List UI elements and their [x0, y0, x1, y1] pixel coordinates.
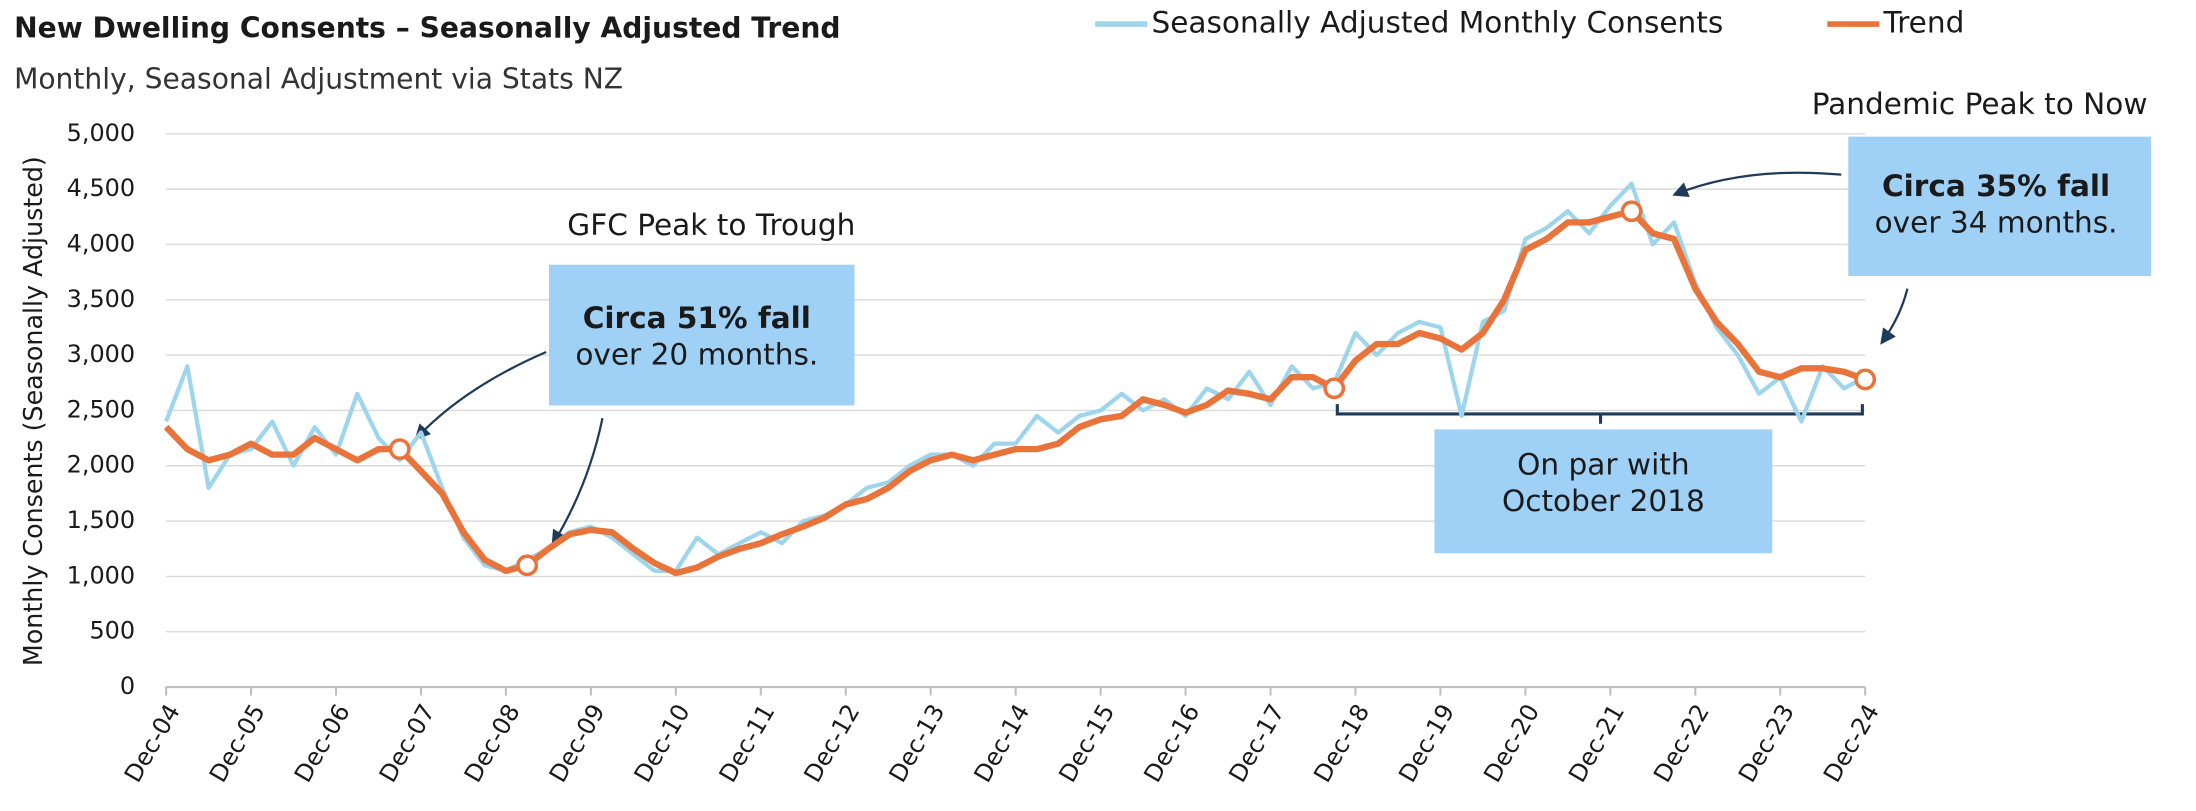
x-tick-label: Dec-08: [459, 699, 526, 787]
y-tick-label: 4,500: [67, 174, 135, 202]
highlight-point: [1620, 200, 1643, 223]
x-tick-label: Dec-23: [1733, 699, 1800, 787]
y-tick-label: 500: [89, 617, 135, 645]
x-tick-label: Dec-11: [714, 699, 781, 787]
series-line: [163, 208, 1867, 577]
annotation-arrows: [414, 171, 1909, 547]
x-tick-label: Dec-10: [629, 699, 696, 787]
highlight-point: [516, 554, 539, 577]
plot: [163, 181, 1877, 577]
y-tick-label: 3,500: [67, 285, 135, 313]
bracket: [1335, 404, 1864, 424]
legend-label: Trend: [1882, 6, 1964, 40]
x-tick-label: Dec-05: [204, 699, 271, 787]
x-tick-label: Dec-04: [119, 699, 186, 787]
y-tick-label: 3,000: [67, 340, 135, 368]
arrow: [1672, 171, 1842, 197]
annotation-box: [1848, 136, 2151, 276]
x-tick-label: Dec-07: [374, 699, 441, 787]
x-tick-label: Dec-12: [799, 699, 866, 787]
y-tick-label: 1,500: [67, 506, 135, 534]
arrow: [1880, 288, 1909, 345]
y-tick-label: 1,000: [67, 561, 135, 589]
x-tick-label: Dec-19: [1393, 699, 1460, 787]
x-tick-label: Dec-16: [1138, 699, 1205, 787]
arrow: [414, 350, 547, 441]
x-tick-label: Dec-18: [1308, 699, 1375, 787]
annotation-title: Pandemic Peak to Now: [1812, 87, 2148, 121]
legend-label: Seasonally Adjusted Monthly Consents: [1151, 6, 1723, 40]
y-tick-label: 2,500: [67, 395, 135, 423]
y-tick-label: 0: [120, 672, 135, 700]
x-tick-label: Dec-20: [1478, 699, 1545, 787]
x-tick-label: Dec-14: [968, 699, 1035, 787]
annotation-text: On par with: [1517, 448, 1689, 482]
y-tick-label: 2,000: [67, 451, 135, 479]
annotation-title: GFC Peak to Trough: [567, 208, 855, 242]
annotation-box: [1434, 429, 1773, 554]
y-tick-label: 4,000: [67, 229, 135, 257]
y-tick-label: 5,000: [67, 119, 135, 147]
annotation-text: Circa 51% fall: [583, 301, 811, 335]
annotation-text: October 2018: [1502, 484, 1705, 518]
grid: [165, 133, 1867, 696]
x-tick-label: Dec-06: [289, 699, 356, 787]
chart-subtitle: Monthly, Seasonal Adjustment via Stats N…: [14, 62, 623, 95]
highlight-point: [1323, 377, 1346, 400]
x-tick-label: Dec-21: [1563, 699, 1630, 787]
x-tick-label: Dec-13: [883, 699, 950, 787]
highlight-point: [1854, 368, 1877, 391]
annotation-text: Circa 35% fall: [1882, 169, 2110, 203]
x-tick-label: Dec-09: [544, 699, 611, 787]
x-tick-label: Dec-22: [1648, 699, 1715, 787]
annotation-text: over 34 months.: [1875, 205, 2118, 239]
x-tick-label: Dec-24: [1818, 699, 1885, 787]
y-axis-label: Monthly Consents (Seasonally Adjusted): [18, 156, 48, 666]
arrow: [551, 417, 604, 547]
annotation-text: over 20 months.: [575, 338, 818, 372]
highlight-point: [388, 438, 411, 461]
x-tick-label: Dec-15: [1053, 699, 1120, 787]
annotation-box: [549, 264, 855, 406]
x-tick-label: Dec-17: [1223, 699, 1290, 787]
chart-title: New Dwelling Consents – Seasonally Adjus…: [14, 12, 841, 45]
